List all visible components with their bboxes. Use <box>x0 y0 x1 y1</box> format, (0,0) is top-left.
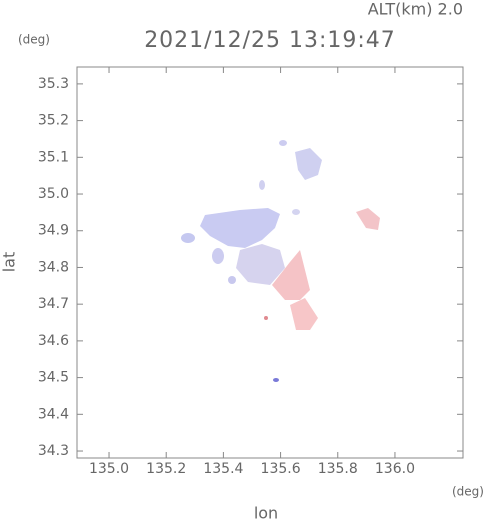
x-tick-label: 135.6 <box>261 461 301 477</box>
chart-title: 2021/12/25 13:19:47 <box>144 28 396 53</box>
y-tick-label: 35.3 <box>38 76 69 92</box>
x-tick-label: 135.0 <box>89 461 129 477</box>
y-tick-label: 35.1 <box>38 149 69 165</box>
y-unit: (deg) <box>18 33 50 47</box>
y-tick-label: 34.7 <box>38 296 69 312</box>
y-tick-label: 34.9 <box>38 223 69 239</box>
altitude-label: ALT(km) 2.0 <box>368 0 463 19</box>
x-unit: (deg) <box>452 485 484 499</box>
y-tick-label: 34.4 <box>38 406 69 422</box>
x-tick-label: 135.8 <box>318 461 358 477</box>
y-tick-label: 34.6 <box>38 333 69 349</box>
x-axis-label: lon <box>254 504 278 521</box>
x-tick-label: 136.0 <box>375 461 415 477</box>
y-tick-label: 35.2 <box>38 113 69 129</box>
x-tick-label: 135.4 <box>203 461 243 477</box>
y-tick-label: 34.8 <box>38 259 69 275</box>
y-tick-label: 35.0 <box>38 186 69 202</box>
y-axis-label: lat <box>0 252 19 273</box>
y-tick-label: 34.5 <box>38 370 69 386</box>
plot-frame <box>76 66 464 459</box>
x-tick-label: 135.2 <box>146 461 186 477</box>
y-tick-label: 34.3 <box>38 443 69 459</box>
radar-echoes <box>181 140 380 382</box>
